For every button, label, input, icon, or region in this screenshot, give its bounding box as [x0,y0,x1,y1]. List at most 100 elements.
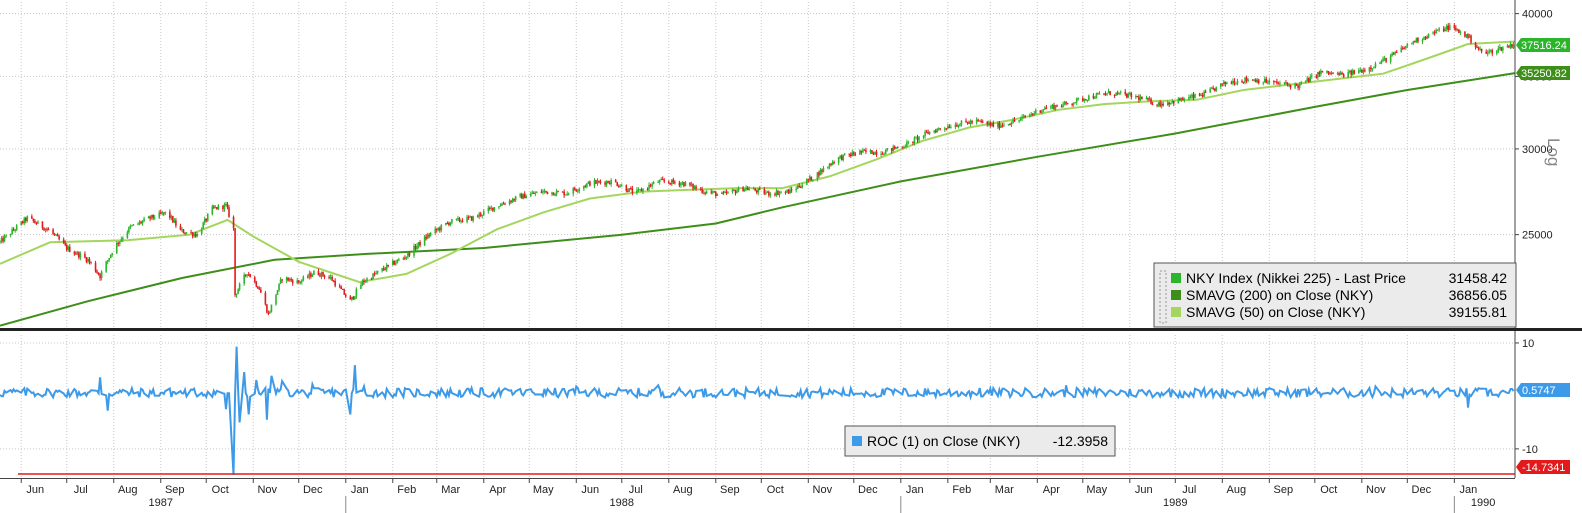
candle-body [819,169,822,176]
candle-body [1028,115,1031,117]
candle-body [724,191,726,193]
candle-body [1348,70,1351,73]
candle-body [206,214,209,221]
candle-body [716,194,719,196]
candle-body [90,261,92,263]
candle-body [1119,91,1122,93]
candle-body [1139,97,1142,101]
candle-body [529,193,532,197]
candle-body [270,304,273,312]
candle-body [416,245,418,250]
candle-body [1145,97,1148,100]
candle-body [162,212,165,214]
candle-body [223,204,226,210]
candle-body [65,244,68,250]
candle-body [1508,45,1510,48]
candle-body [214,207,217,209]
candle-body [881,153,884,155]
candle-body [1210,87,1213,89]
candle-body [26,216,29,221]
candle-body [599,181,602,183]
year-label: 1989 [1163,497,1187,509]
x-tick-label: Mar [995,484,1014,496]
candle-body [1003,124,1005,126]
candle-body [956,124,958,127]
candle-body [937,128,940,130]
candle-body [818,172,820,176]
candle-body [884,150,887,155]
candle-body [109,254,112,259]
x-tick-label: Oct [212,484,229,496]
candle-body [32,218,35,221]
candle-body [725,191,728,194]
candle-body [1307,78,1310,82]
flag-nky-last-text: 37516.24 [1521,40,1567,52]
candle-body [968,122,970,124]
candle-body [1169,102,1172,105]
candle-body [828,163,831,167]
candle-body [1350,70,1353,75]
candle-body [64,243,67,245]
candle-body [534,192,537,194]
candle-body [53,233,56,235]
candle-body [966,121,969,123]
candle-body [455,218,458,220]
candle-body [862,149,864,153]
candle-body [880,153,882,155]
candle-body [1453,25,1456,28]
candle-body [1051,104,1054,107]
candle-body [1476,47,1478,49]
candle-body [736,191,738,194]
candle-body [874,151,876,155]
candle-body [525,196,528,199]
candle-body [977,119,979,121]
candle-body [830,163,832,165]
x-tick-label: Aug [673,484,693,496]
candle-body [1297,85,1299,88]
candle-body [78,252,80,258]
candle-body [1106,93,1108,95]
candle-body [593,180,596,186]
candle-body [1336,73,1339,75]
candle-body [1204,91,1207,93]
candle-body [479,213,482,216]
candle-body [128,227,130,233]
candle-body [1041,110,1043,113]
candle-body [704,192,706,194]
candle-body [1435,29,1437,34]
legend-swatch-sma50 [1171,307,1181,317]
candle-body [796,185,799,189]
candle-body [395,262,397,265]
candle-body [1353,70,1356,74]
candle-body [141,221,144,224]
candle-body [1382,58,1384,62]
x-tick-label: Jul [74,484,88,496]
candle-body [226,203,229,208]
candle-body [1254,79,1257,83]
candle-body [692,184,694,189]
candle-body [934,130,937,133]
candle-body [253,277,256,282]
candle-body [1459,31,1462,33]
candle-body [1486,52,1489,54]
candle-body [1321,70,1324,73]
candle-body [122,237,124,240]
candle-body [514,196,517,201]
candle-body [1022,116,1025,118]
candle-body [1256,79,1258,83]
candle-body [1310,75,1313,77]
candle-body [404,257,406,259]
candle-body [1241,80,1243,83]
candle-body [300,280,303,283]
candle-body [1315,75,1318,78]
candle-body [232,216,235,229]
candle-body [1403,48,1406,50]
candle-body [617,185,620,187]
candle-body [907,141,910,143]
candle-body [235,294,238,296]
candle-body [340,286,343,290]
x-tick-label: Sep [720,484,740,496]
candle-body [852,152,855,155]
candle-body [466,216,468,222]
candle-body [20,221,23,226]
